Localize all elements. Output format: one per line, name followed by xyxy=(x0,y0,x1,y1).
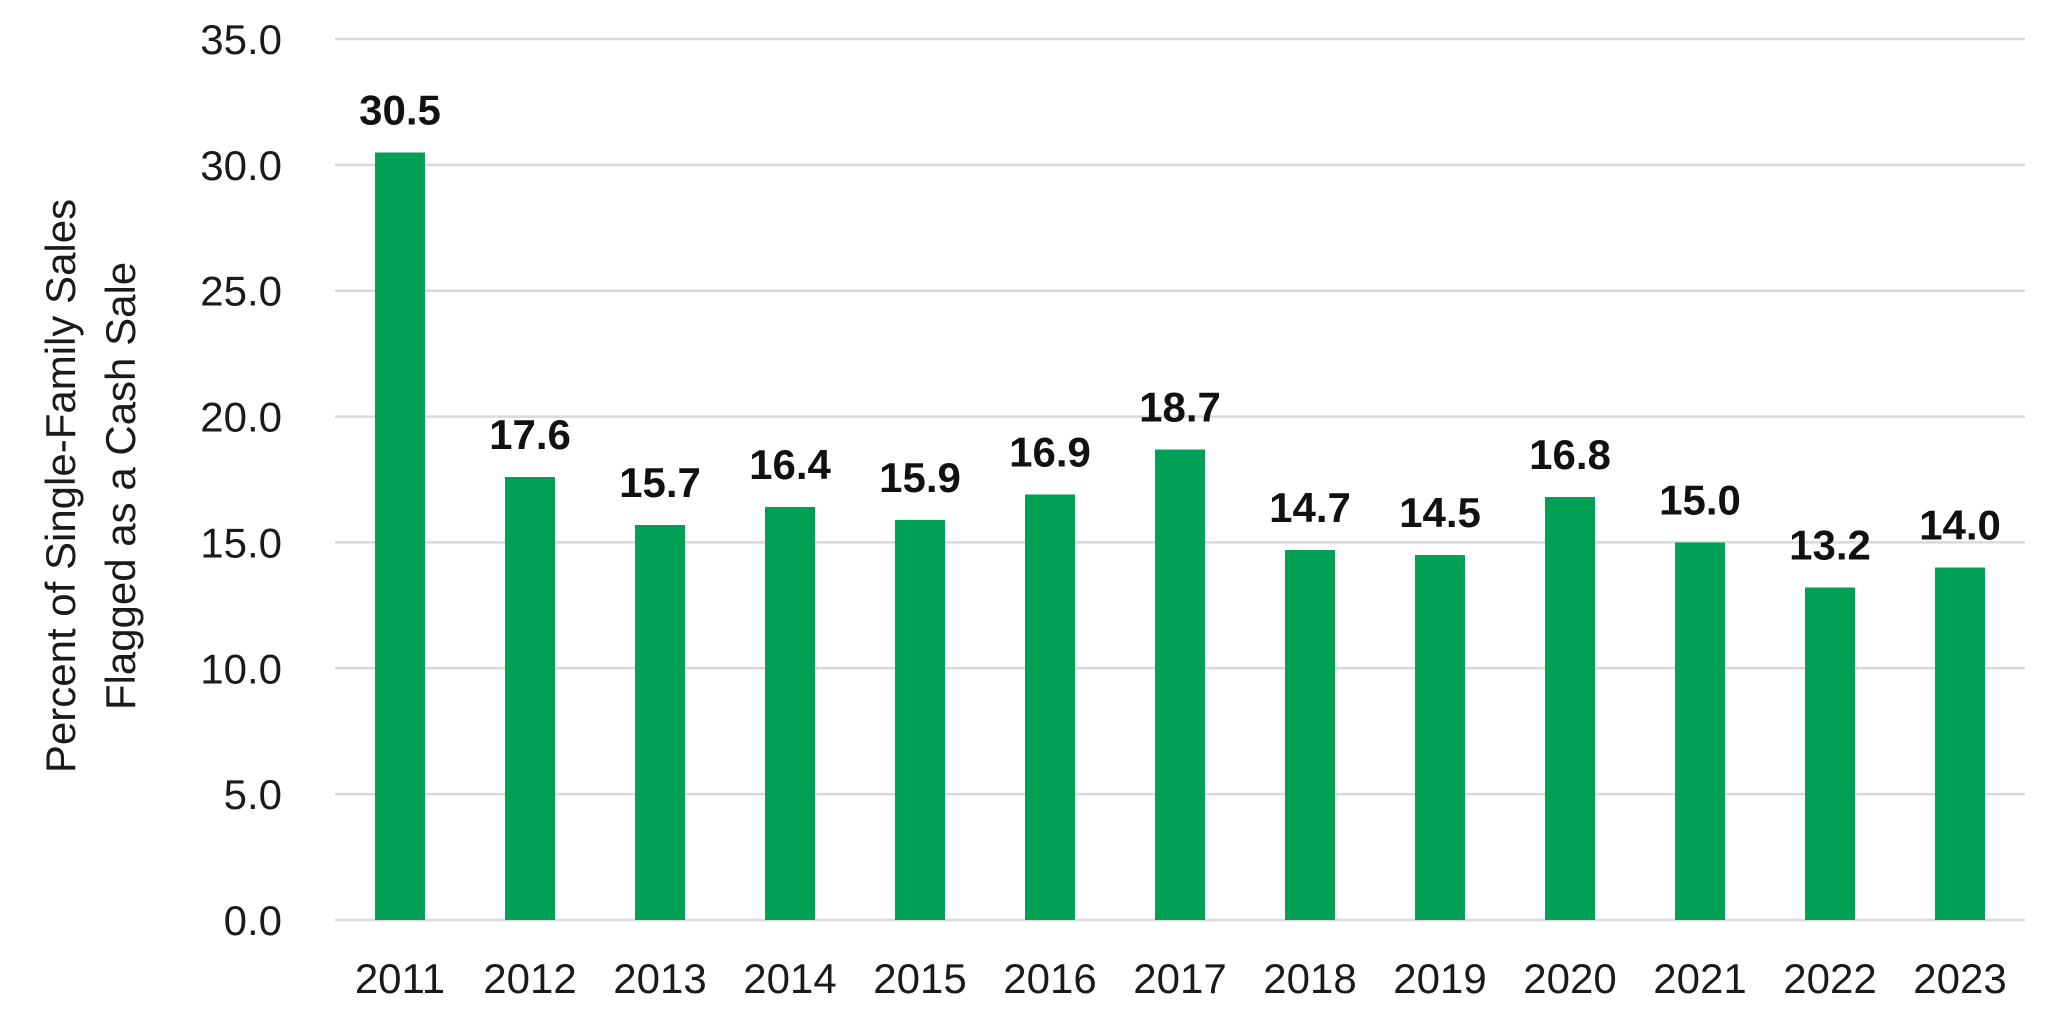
bar-2015 xyxy=(895,519,945,920)
y-tick-label: 25.0 xyxy=(200,268,282,315)
x-tick-label-2019: 2019 xyxy=(1393,955,1486,1002)
x-axis-ticks: 2011 2012 2013 2014 2015 2016 2017 2018 2019 2020… xyxy=(355,955,2007,1002)
bar-2018 xyxy=(1285,549,1335,920)
bar-2023 xyxy=(1935,567,1985,920)
data-label-2017: 18.7 xyxy=(1139,383,1221,430)
y-tick-label: 0.0 xyxy=(224,897,282,944)
y-axis-title-line-2: Flagged as a Cash Sale xyxy=(97,262,144,710)
x-tick-label-2023: 2023 xyxy=(1913,955,2006,1002)
bar-2013 xyxy=(635,524,685,920)
x-tick-label-2013: 2013 xyxy=(613,955,706,1002)
x-tick-label-2020: 2020 xyxy=(1523,955,1616,1002)
bar-2021 xyxy=(1675,542,1725,920)
bar-2014 xyxy=(765,507,815,920)
x-tick-label-2017: 2017 xyxy=(1133,955,1226,1002)
y-axis-title-line-1: Percent of Single-Family Sales xyxy=(37,199,84,773)
data-label-2019: 14.5 xyxy=(1399,489,1481,536)
y-tick-label: 5.0 xyxy=(224,771,282,818)
data-label-2012: 17.6 xyxy=(489,411,571,458)
x-tick-label-2021: 2021 xyxy=(1653,955,1746,1002)
y-tick-label: 10.0 xyxy=(200,645,282,692)
x-tick-label-2014: 2014 xyxy=(743,955,836,1002)
data-label-2022: 13.2 xyxy=(1789,522,1871,569)
data-label-2020: 16.8 xyxy=(1529,431,1611,478)
data-label-2018: 14.7 xyxy=(1269,484,1351,531)
x-tick-label-2016: 2016 xyxy=(1003,955,1096,1002)
y-axis-ticks: 0.0 5.0 10.0 15.0 20.0 25.0 30.0 35.0 xyxy=(200,16,282,944)
y-tick-label: 15.0 xyxy=(200,519,282,566)
data-label-2015: 15.9 xyxy=(879,454,961,501)
data-label-2016: 16.9 xyxy=(1009,429,1091,476)
y-tick-label: 35.0 xyxy=(200,16,282,63)
x-tick-label-2011: 2011 xyxy=(355,955,445,1002)
data-labels: 30.5 17.6 15.7 16.4 15.9 16.9 18.7 14.7 14.5 16.8… xyxy=(359,86,2001,568)
bars xyxy=(375,152,1985,920)
bar-2012 xyxy=(505,476,555,920)
y-tick-label: 20.0 xyxy=(200,394,282,441)
x-tick-label-2018: 2018 xyxy=(1263,955,1356,1002)
y-axis-title: Percent of Single-Family Sales Flagged a… xyxy=(37,199,144,773)
bar-2020 xyxy=(1545,497,1595,920)
bar-2019 xyxy=(1415,555,1465,920)
data-label-2021: 15.0 xyxy=(1659,476,1741,523)
data-label-2013: 15.7 xyxy=(619,459,701,506)
data-label-2011: 30.5 xyxy=(359,86,441,133)
data-label-2023: 14.0 xyxy=(1919,502,2001,549)
bar-2011 xyxy=(375,152,425,920)
bar-2022 xyxy=(1805,587,1855,920)
x-tick-label-2022: 2022 xyxy=(1783,955,1876,1002)
x-tick-label-2012: 2012 xyxy=(483,955,576,1002)
y-tick-label: 30.0 xyxy=(200,142,282,189)
bar-2016 xyxy=(1025,494,1075,920)
x-tick-label-2015: 2015 xyxy=(873,955,966,1002)
bar-2017 xyxy=(1155,449,1205,920)
data-label-2014: 16.4 xyxy=(749,441,831,488)
